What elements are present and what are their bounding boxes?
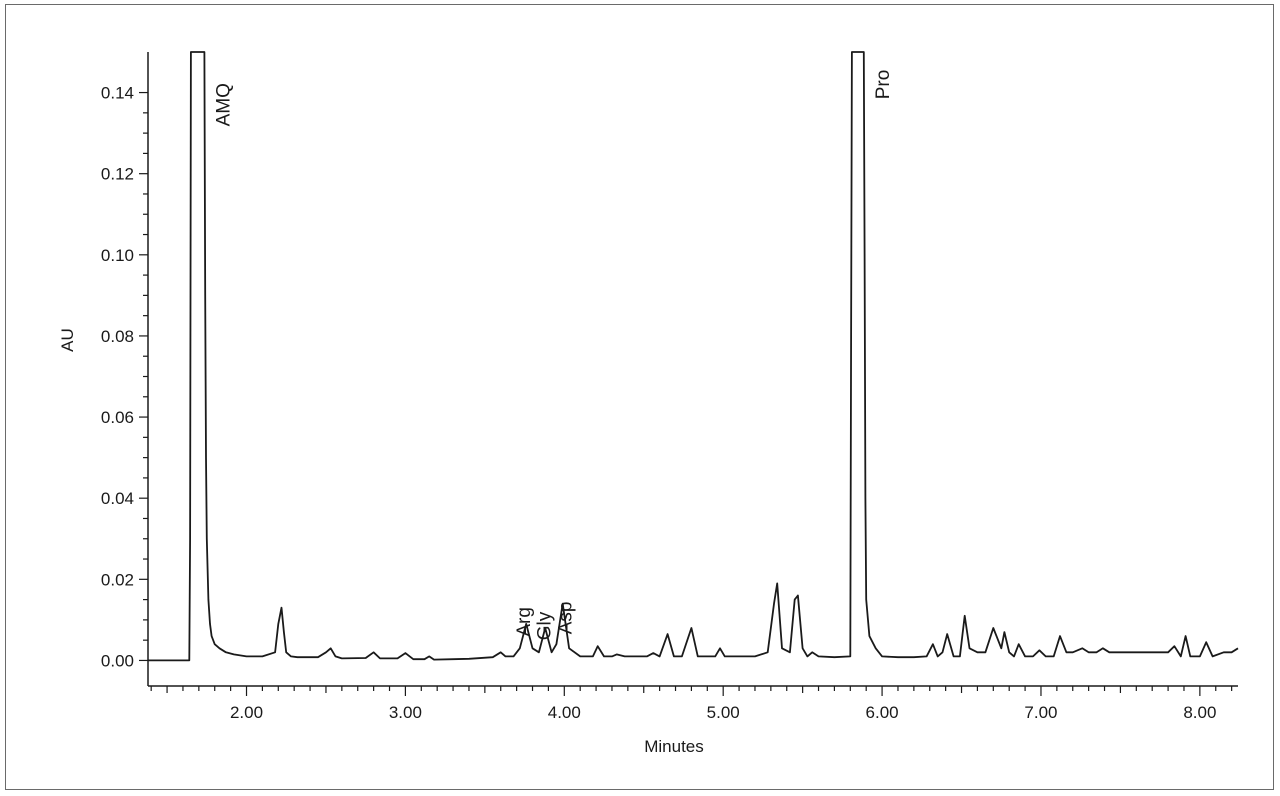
y-tick-label: 0.04 xyxy=(101,489,134,508)
x-tick-label: 4.00 xyxy=(548,703,581,722)
axes xyxy=(147,52,1238,687)
x-tick-label: 2.00 xyxy=(230,703,263,722)
x-tick-label: 5.00 xyxy=(707,703,740,722)
x-tick-label: 6.00 xyxy=(866,703,899,722)
x-axis-ticks: 2.00 3.00 4.00 5.00 6.00 7.00 8.00 xyxy=(150,686,1233,722)
peak-label-pro: Pro xyxy=(873,70,894,100)
y-tick-label: 0.06 xyxy=(101,408,134,427)
y-tick-label: 0.08 xyxy=(101,327,134,346)
peak-annotations: AMQ Arg Gly Asp Pro xyxy=(214,70,894,641)
x-tick-label: 8.00 xyxy=(1183,703,1216,722)
y-tick-label: 0.02 xyxy=(101,570,134,589)
peak-label-arg: Arg xyxy=(514,607,535,637)
y-tick-label: 0.10 xyxy=(101,246,134,265)
chromatogram-trace xyxy=(148,51,1239,662)
y-axis-label: AU xyxy=(58,328,77,352)
peak-label-gly: Gly xyxy=(535,611,556,640)
x-tick-label: 3.00 xyxy=(389,703,422,722)
y-tick-label: 0.00 xyxy=(101,651,134,670)
y-axis-ticks: 0.00 0.02 0.04 0.06 0.08 0.10 0.12 0.14 xyxy=(101,84,148,670)
y-tick-label: 0.14 xyxy=(101,84,134,103)
x-axis-label: Minutes xyxy=(644,737,704,756)
y-tick-label: 0.12 xyxy=(101,165,134,184)
figure-frame xyxy=(5,4,1274,790)
peak-label-asp: Asp xyxy=(555,602,576,635)
peak-label-amq: AMQ xyxy=(214,83,235,126)
x-tick-label: 7.00 xyxy=(1024,703,1057,722)
